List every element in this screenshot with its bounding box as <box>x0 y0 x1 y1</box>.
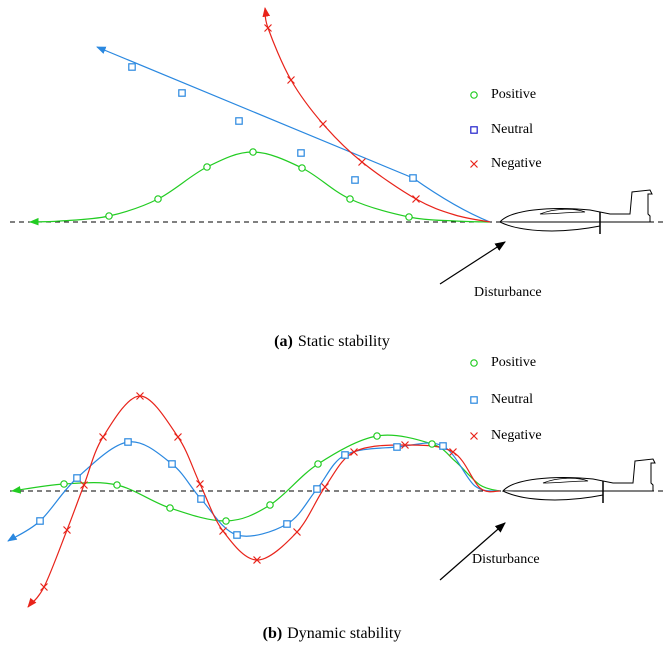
cross-marker <box>321 483 329 491</box>
cross-markers <box>40 392 457 591</box>
positive-curve <box>29 151 491 226</box>
square-marker <box>73 474 81 482</box>
circle-markers <box>470 91 478 99</box>
cross-marker <box>40 583 48 591</box>
square-markers <box>128 63 417 184</box>
cross-marker <box>219 527 227 535</box>
airplane <box>499 189 653 235</box>
square-marker <box>178 89 186 97</box>
caption-label: (a) <box>274 333 293 350</box>
circle-marker <box>373 432 381 440</box>
legend-label: Neutral <box>491 122 533 137</box>
cross-marker <box>350 448 358 456</box>
negative-curve <box>27 395 501 608</box>
caption-label: (b) <box>263 625 283 642</box>
square-marker <box>36 517 44 525</box>
square-marker <box>233 531 241 539</box>
circle-marker <box>105 212 113 220</box>
square-marker <box>341 451 349 459</box>
circle-marker <box>314 460 322 468</box>
cross-marker <box>196 480 204 488</box>
circle-marker <box>249 148 257 156</box>
panel-dynamic: Disturbance Positive Neutral Negative (b… <box>7 355 665 642</box>
square-marker <box>313 485 321 493</box>
circle-marker <box>428 440 436 448</box>
circle-marker <box>60 480 68 488</box>
cross-marker <box>358 158 366 166</box>
disturbance-arrow <box>439 522 506 581</box>
circle-marker <box>113 481 121 489</box>
caption: (b) Dynamic stability <box>263 625 402 642</box>
square-marker <box>124 438 132 446</box>
negative-curve <box>262 7 491 223</box>
annotation: Disturbance <box>472 552 540 567</box>
legend-label: Positive <box>491 87 536 102</box>
cross-marker <box>80 481 88 489</box>
circle-marker <box>298 164 306 172</box>
cross-marker <box>99 433 107 441</box>
positive-curve <box>11 434 501 522</box>
cross-markers <box>470 432 478 440</box>
legend-label: Negative <box>491 156 542 171</box>
square-marker <box>197 495 205 503</box>
cross-marker <box>412 195 420 203</box>
square-marker <box>439 442 447 450</box>
cross-marker <box>319 120 327 128</box>
square-markers <box>470 396 478 404</box>
circle-marker <box>470 359 478 367</box>
cross-marker <box>449 448 457 456</box>
cross-marker <box>174 433 182 441</box>
circle-marker <box>203 163 211 171</box>
square-marker <box>470 396 478 404</box>
cross-marker <box>401 441 409 449</box>
cross-marker <box>63 526 71 534</box>
cross-marker <box>264 24 272 32</box>
circle-marker <box>154 195 162 203</box>
legend-label: Neutral <box>491 392 533 407</box>
square-markers <box>36 438 447 539</box>
square-marker <box>168 460 176 468</box>
neutral-curve <box>96 46 491 223</box>
circle-marker <box>166 504 174 512</box>
disturbance-arrow <box>439 241 506 285</box>
circle-markers <box>60 432 436 525</box>
cross-marker <box>293 528 301 536</box>
legend-label: Positive <box>491 355 536 370</box>
caption: (a) Static stability <box>274 333 390 350</box>
square-marker <box>409 174 417 182</box>
caption-text: Static stability <box>298 333 390 350</box>
square-marker <box>351 176 359 184</box>
airplane <box>502 458 656 504</box>
cross-marker <box>136 392 144 400</box>
square-marker <box>235 117 243 125</box>
cross-markers <box>264 24 420 203</box>
circle-markers <box>470 359 478 367</box>
cross-markers <box>470 160 478 168</box>
cross-marker <box>470 160 478 168</box>
panel-static: Disturbance Positive Neutral Negative (a… <box>10 7 665 350</box>
circle-marker <box>266 501 274 509</box>
circle-marker <box>470 91 478 99</box>
square-marker <box>393 443 401 451</box>
caption-text: Dynamic stability <box>287 625 401 642</box>
circle-marker <box>222 517 230 525</box>
cross-marker <box>470 432 478 440</box>
circle-markers <box>105 148 413 221</box>
annotation: Disturbance <box>474 285 542 300</box>
square-markers <box>470 126 478 134</box>
circle-marker <box>346 195 354 203</box>
circle-marker <box>405 213 413 221</box>
square-marker <box>470 126 478 134</box>
cross-marker <box>287 76 295 84</box>
square-marker <box>297 149 305 157</box>
neutral-curve <box>7 441 501 542</box>
cross-marker <box>253 556 261 564</box>
square-marker <box>128 63 136 71</box>
square-marker <box>283 520 291 528</box>
legend-label: Negative <box>491 428 542 443</box>
